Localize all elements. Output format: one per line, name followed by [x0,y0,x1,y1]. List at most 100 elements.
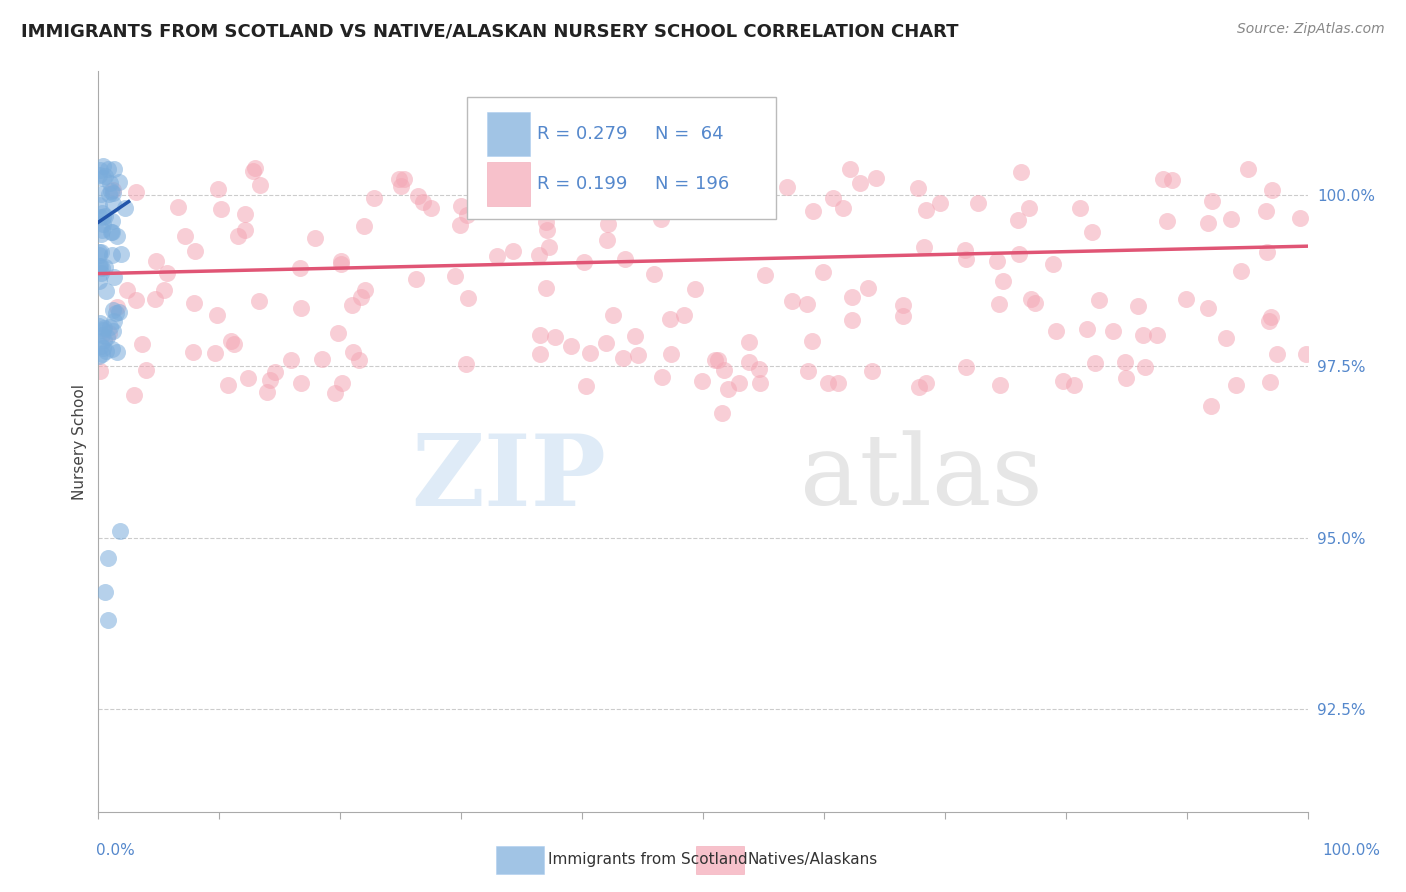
Point [801,203,824,218]
Point [100,342,122,356]
Point [1289,211,1312,225]
Point [1199,400,1222,414]
Point [841,290,863,304]
Point [1175,292,1198,306]
Text: Natives/Alaskans: Natives/Alaskans [748,853,879,867]
Point [907,380,929,394]
Point [222,337,245,351]
Point [233,223,256,237]
Point [143,292,166,306]
Point [392,171,415,186]
Text: N = 196: N = 196 [655,175,728,194]
Point [831,201,853,215]
Point [89,169,111,183]
Point [290,376,312,391]
FancyBboxPatch shape [486,162,530,206]
Point [100,184,122,198]
Point [796,297,818,311]
Point [865,170,887,185]
Point [572,255,595,269]
Point [329,257,352,271]
Point [486,249,509,263]
Point [457,291,479,305]
Point [93,323,115,337]
Point [89,245,111,260]
Point [1069,201,1091,215]
Point [893,309,915,323]
Point [1258,375,1281,389]
Point [703,352,725,367]
Point [624,329,647,343]
Point [108,175,131,189]
Point [1024,296,1046,310]
FancyBboxPatch shape [467,97,776,219]
Point [1114,355,1136,369]
Point [125,293,148,307]
Point [993,274,1015,288]
Point [1265,347,1288,361]
Point [167,200,190,214]
Y-axis label: Nursery School: Nursery School [72,384,87,500]
Point [449,218,471,232]
Point [97,551,120,566]
Point [444,268,467,283]
Point [290,260,312,275]
Point [388,172,411,186]
Point [683,282,706,296]
Point [311,352,333,367]
Point [94,585,117,599]
Point [1042,257,1064,271]
Point [110,247,132,261]
Point [912,240,935,254]
FancyBboxPatch shape [486,112,530,156]
Point [101,186,124,200]
Point [94,169,117,183]
Point [91,223,114,237]
Point [780,293,803,308]
Text: 100.0%: 100.0% [1323,843,1381,858]
Point [217,377,239,392]
Point [104,305,127,319]
Point [342,345,364,359]
Point [90,265,112,279]
Point [108,305,131,319]
Point [247,294,270,309]
Point [575,379,598,393]
Point [650,212,672,227]
Point [502,244,524,259]
Point [797,364,820,378]
Point [456,208,478,222]
Point [512,173,534,187]
Point [1260,310,1282,324]
Point [811,265,834,279]
Point [98,176,121,190]
Point [1230,264,1253,278]
Point [328,326,350,340]
Point [135,362,157,376]
Point [89,260,111,274]
Point [105,228,128,243]
Point [988,378,1011,392]
Point [89,364,111,378]
Point [91,341,114,355]
Point [1156,214,1178,228]
Point [97,186,120,201]
Point [529,347,551,361]
Point [89,259,111,273]
Point [259,373,281,387]
Point [602,308,624,322]
Point [856,281,879,295]
Point [613,252,636,266]
Point [89,210,111,224]
Point [634,173,657,187]
Point [103,314,125,328]
Point [89,316,111,330]
Point [1007,213,1029,227]
Point [101,183,124,197]
Point [1132,328,1154,343]
Point [405,272,427,286]
Point [1197,216,1219,230]
Point [87,318,110,333]
Point [486,203,509,218]
Point [596,233,619,247]
